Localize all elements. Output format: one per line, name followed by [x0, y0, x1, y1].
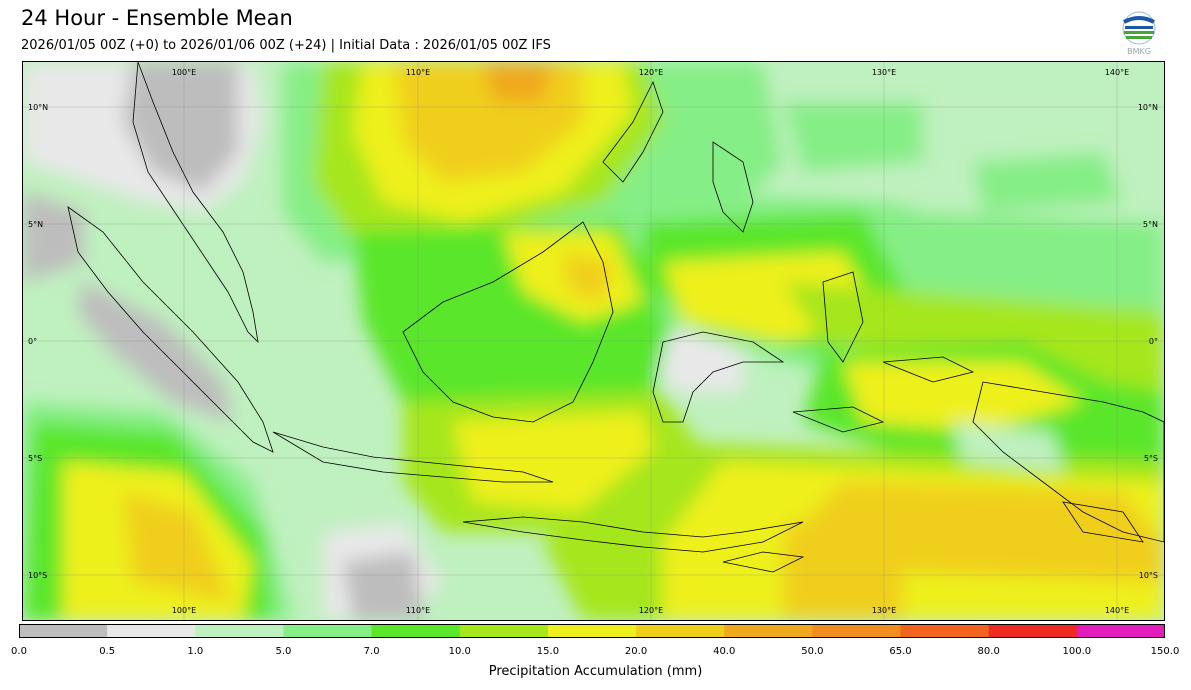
lon-label-130e: 130°E	[872, 68, 896, 77]
colorbar-tick-label: 50.0	[801, 646, 824, 657]
colorbar-tick-label: 5.0	[275, 646, 292, 657]
lon-label-130e-bottom: 130°E	[872, 606, 896, 615]
colorbar-ticks: 0.0 0.5 1.0 5.0 7.0 10.0 15.0 20.0 40.0 50.0 65.0 8…	[0, 646, 1191, 660]
lon-labels-top: 100°E 110°E 120°E 130°E 140°E	[172, 68, 1129, 77]
bmkg-logo: BMKG	[1120, 10, 1158, 58]
lat-label-0-right: 0°	[1149, 337, 1158, 346]
colorbar-segment	[283, 624, 373, 638]
svg-text:BMKG: BMKG	[1127, 47, 1151, 56]
colorbar-tick-label: 40.0	[713, 646, 736, 657]
precip-field	[23, 62, 1164, 620]
colorbar-tick-label: 0.0	[11, 646, 27, 657]
precipitation-map: 100°E 110°E 120°E 130°E 140°E 100°E 110°…	[22, 61, 1165, 621]
colorbar-segment	[459, 624, 549, 638]
colorbar-tick-label: 80.0	[977, 646, 1000, 657]
lon-label-140e: 140°E	[1105, 68, 1129, 77]
lat-label-10s: 10°S	[28, 571, 47, 580]
colorbar-segment	[988, 624, 1078, 638]
colorbar-segment	[371, 624, 461, 638]
colorbar-segment	[636, 624, 725, 638]
lat-labels-right: 10°N 5°N 0° 5°S 10°S	[1138, 103, 1158, 580]
lat-label-10n: 10°N	[28, 103, 48, 112]
colorbar-segment	[900, 624, 990, 638]
colorbar-segment	[107, 624, 196, 638]
colorbar-segment	[195, 624, 284, 638]
colorbar-tick-label: 1.0	[187, 646, 204, 657]
lat-label-5s: 5°S	[28, 454, 42, 463]
lat-label-5n-right: 5°N	[1143, 220, 1158, 229]
colorbar-tick-label: 65.0	[889, 646, 912, 657]
colorbar-tick-label: 100.0	[1062, 646, 1092, 657]
lat-label-10n-right: 10°N	[1138, 103, 1158, 112]
colorbar-tick-label: 15.0	[536, 646, 560, 657]
lat-label-5n: 5°N	[28, 220, 43, 229]
colorbar-segment	[812, 624, 902, 638]
colorbar-tick-label: 150.0	[1150, 646, 1180, 657]
colorbar-tick-label: 7.0	[363, 646, 380, 657]
lon-labels-bottom: 100°E 110°E 120°E 130°E 140°E	[172, 606, 1129, 615]
lon-label-100e-bottom: 100°E	[172, 606, 196, 615]
lon-label-100e: 100°E	[172, 68, 196, 77]
colorbar	[19, 624, 1165, 638]
lon-label-110e: 110°E	[406, 68, 430, 77]
coastlines	[67, 62, 1164, 573]
colorbar-tick-label: 20.0	[624, 646, 648, 657]
lat-label-10s-right: 10°S	[1139, 571, 1158, 580]
colorbar-segment	[724, 624, 813, 638]
lat-label-5s-right: 5°S	[1144, 454, 1158, 463]
colorbar-border	[19, 624, 1165, 638]
lat-label-0: 0°	[28, 337, 37, 346]
lon-label-120e-bottom: 120°E	[639, 606, 663, 615]
colorbar-segment	[547, 624, 637, 638]
lat-labels-left: 10°N 5°N 0° 5°S 10°S	[28, 103, 48, 580]
chart-title: 24 Hour - Ensemble Mean	[21, 6, 293, 30]
colorbar-segment	[1076, 624, 1165, 638]
graticule	[23, 62, 1164, 620]
chart-subtitle: 2026/01/05 00Z (+0) to 2026/01/06 00Z (+…	[21, 38, 551, 53]
colorbar-segment	[19, 624, 108, 638]
lon-label-140e-bottom: 140°E	[1105, 606, 1129, 615]
lon-label-120e: 120°E	[639, 68, 663, 77]
lon-label-110e-bottom: 110°E	[406, 606, 430, 615]
colorbar-tick-label: 0.5	[99, 646, 116, 657]
colorbar-tick-label: 10.0	[448, 646, 471, 657]
colorbar-label: Precipitation Accumulation (mm)	[488, 664, 703, 679]
